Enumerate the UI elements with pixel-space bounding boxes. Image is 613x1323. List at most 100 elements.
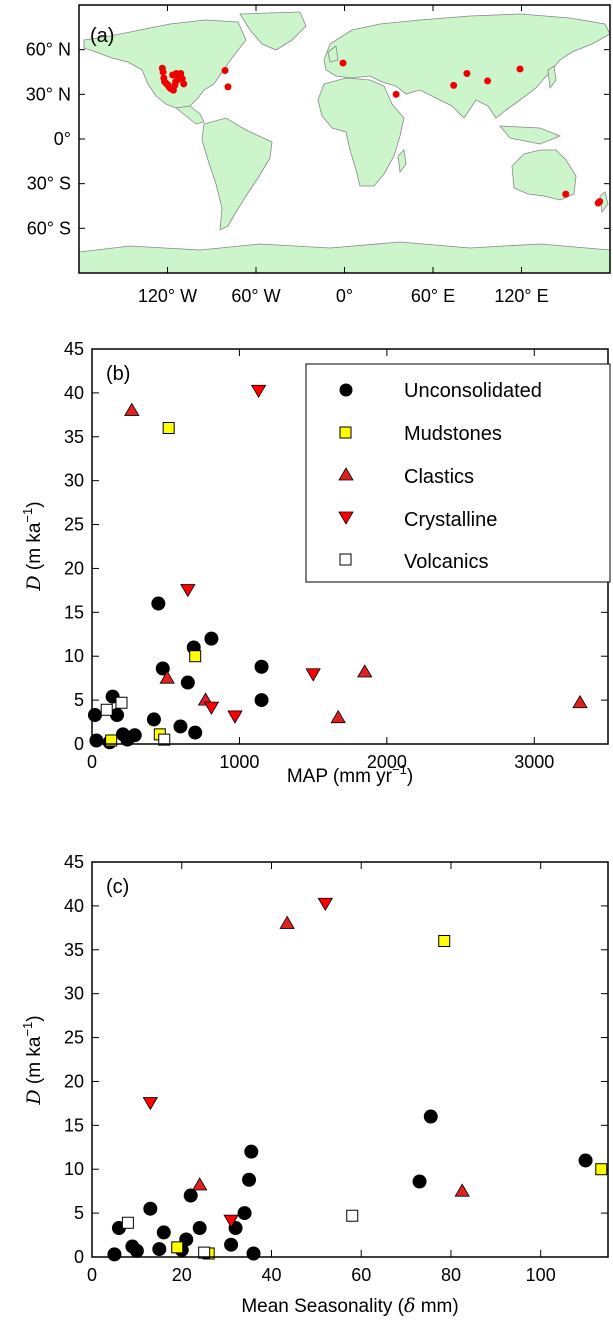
c-point-crystalline-2 [223, 1214, 239, 1228]
panel-b-ticks: 0 5 10 15 20 25 30 35 40 45 0 1000 2000 3000 [64, 339, 608, 772]
b-xtick-label-1: 1000 [219, 752, 259, 772]
map-ytick-label-3: 30° S [27, 174, 71, 194]
c-point-unconsolidated-4 [143, 1201, 158, 1216]
c-point-unconsolidated-18 [423, 1109, 438, 1124]
legend-box [305, 363, 611, 583]
c-point-unconsolidated-6 [156, 1225, 171, 1240]
b-point-unconsolidated-0 [87, 708, 102, 723]
map-site-22 [392, 90, 400, 98]
b-point-crystalline-0 [250, 384, 267, 399]
c-point-unconsolidated-3 [129, 1243, 144, 1258]
b-point-mudstones-0 [105, 734, 118, 747]
map-xtick-label-4: 120° E [494, 286, 548, 306]
map-land [79, 11, 610, 273]
b-ytick-label-7: 35 [64, 427, 84, 447]
b-point-unconsolidated-16 [254, 659, 269, 674]
map-ytick-label-2: 0° [54, 129, 71, 149]
b-xtick-label-0: 0 [87, 752, 97, 772]
c-ytick-label-4: 20 [64, 1071, 84, 1091]
map-ytick-label-4: 60° S [27, 218, 71, 238]
legend-label-unconsolidated: Unconsolidated [404, 380, 542, 402]
panel-c-ylabel: D (m ka−1) [20, 1015, 45, 1105]
b-point-unconsolidated-8 [146, 712, 161, 727]
c-point-unconsolidated-0 [107, 1247, 122, 1262]
panel-label-b: (b) [106, 363, 130, 385]
c-point-unconsolidated-5 [152, 1242, 167, 1257]
b-point-unconsolidated-14 [188, 725, 203, 740]
c-xtick-label-5: 100 [526, 1265, 556, 1285]
b-point-clastics-3 [330, 709, 346, 724]
landmass-british-isles [327, 45, 339, 63]
map-sites [158, 59, 604, 207]
b-point-unconsolidated-15 [204, 631, 219, 646]
c-ytick-label-9: 45 [64, 852, 84, 872]
b-ytick-label-4: 20 [64, 558, 84, 578]
b-point-crystalline-4 [305, 668, 321, 682]
landmass-japan [547, 65, 557, 90]
c-point-volcanics-2 [346, 1209, 359, 1222]
c-point-clastics-1 [191, 1177, 208, 1191]
landmass-australia [511, 149, 577, 201]
landmass-new-zealand [599, 191, 609, 214]
b-point-unconsolidated-11 [173, 719, 188, 734]
b-point-clastics-5 [572, 694, 588, 709]
b-point-volcanics-1 [115, 696, 128, 709]
legend: Unconsolidated Mudstones Clastics Crysta… [305, 363, 611, 583]
c-point-unconsolidated-9 [183, 1188, 198, 1203]
c-ytick-label-6: 30 [64, 984, 84, 1004]
b-point-crystalline-3 [227, 710, 243, 724]
map-site-23 [450, 81, 458, 89]
map-site-16 [169, 71, 177, 79]
legend-label-clastics: Clastics [404, 466, 474, 488]
map-xtick-label-1: 60° W [231, 286, 280, 306]
map-xtick-label-0: 120° W [138, 286, 197, 306]
b-ytick-label-1: 5 [74, 690, 84, 710]
panel-b-scatter: 0 5 10 15 20 25 30 35 40 45 0 1000 2000 3000 (b) Unco… [20, 339, 611, 787]
c-point-unconsolidated-11 [224, 1237, 239, 1252]
landmass-north-america [83, 19, 247, 109]
panel-b-ylabel: D (m ka−1) [20, 501, 45, 591]
c-point-mudstones-0 [171, 1241, 184, 1254]
b-ytick-label-6: 30 [64, 471, 84, 491]
legend-marker-unconsolidated [339, 383, 353, 397]
panel-label-a: (a) [90, 25, 114, 47]
landmass-africa [317, 77, 405, 187]
legend-marker-crystalline [338, 511, 354, 525]
c-point-crystalline-1 [142, 1097, 159, 1111]
c-point-unconsolidated-10 [192, 1221, 207, 1236]
legend-label-mudstones: Mudstones [404, 423, 502, 445]
map-xtick-label-2: 0° [336, 286, 353, 306]
c-point-crystalline-0 [317, 897, 334, 912]
c-point-mudstones-2 [438, 935, 451, 947]
panel-a-map: 60° N 30° N 0° 30° S 60° S 120° W 60° W 0° 60° E… [26, 4, 611, 306]
map-site-1 [159, 68, 167, 76]
b-ytick-label-3: 15 [64, 602, 84, 622]
landmass-south-america [201, 117, 273, 231]
c-point-unconsolidated-17 [412, 1174, 427, 1189]
c-point-clastics-2 [454, 1183, 470, 1197]
panel-label-c: (c) [106, 876, 129, 898]
map-site-24 [463, 69, 471, 77]
legend-marker-clastics [338, 467, 354, 481]
b-ytick-label-5: 25 [64, 515, 84, 535]
b-xtick-label-2: 2000 [367, 752, 407, 772]
landmass-eurasia [323, 13, 610, 119]
map-site-19 [221, 67, 229, 75]
panel-c-xlabel: Mean Seasonality (δ mm) [241, 1295, 458, 1317]
c-xtick-label-3: 60 [351, 1265, 371, 1285]
legend-label-volcanics: Volcanics [404, 551, 489, 573]
panel-b-xlabel: MAP (mm yr−1) [287, 762, 413, 787]
legend-label-crystalline: Crystalline [404, 509, 497, 531]
landmass-southeast-asia-islands [499, 125, 562, 145]
c-xtick-label-4: 80 [441, 1265, 461, 1285]
b-ytick-label-2: 10 [64, 646, 84, 666]
legend-marker-volcanics [339, 553, 352, 566]
c-point-unconsolidated-19 [578, 1153, 593, 1168]
c-ytick-label-1: 5 [74, 1203, 84, 1223]
map-site-29 [596, 198, 604, 206]
c-point-volcanics-0 [121, 1216, 134, 1229]
map-site-27 [562, 190, 570, 198]
b-point-mudstones-2 [162, 422, 175, 434]
panel-c-frame [91, 861, 609, 1258]
